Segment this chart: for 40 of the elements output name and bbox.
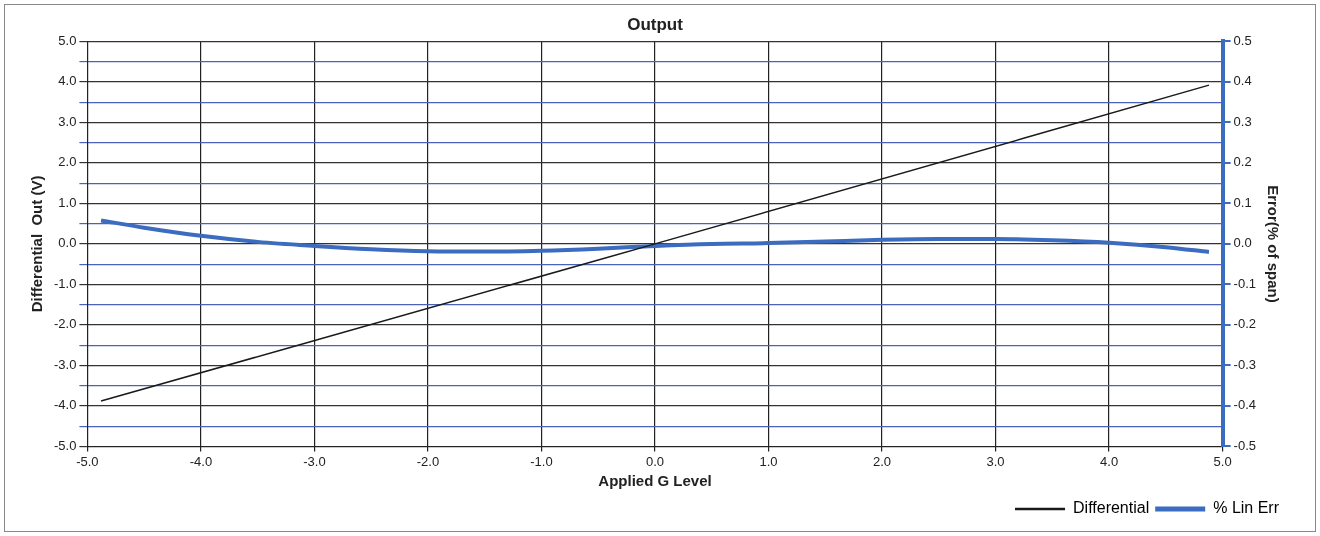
x-tick-label: 4.0 <box>1100 453 1119 469</box>
y2-axis-title: Error(% of span) <box>1264 185 1282 303</box>
y-tick-label: -2.0 <box>53 316 77 332</box>
legend-label: Differential <box>1073 499 1150 517</box>
y2-tick-label: -0.3 <box>1233 356 1257 372</box>
x-tick-label: 5.0 <box>1213 453 1232 469</box>
x-tick-label: -3.0 <box>303 453 326 469</box>
y-tick-label: 0.0 <box>58 235 77 251</box>
y2-tick-label: -0.5 <box>1233 437 1257 453</box>
x-tick-label: -5.0 <box>76 453 99 469</box>
y2-tick-label: -0.2 <box>1233 316 1257 332</box>
y2-tick-label: 0.0 <box>1233 235 1252 251</box>
y2-tick-label: -0.1 <box>1233 275 1257 291</box>
y-tick-label: -4.0 <box>53 397 77 413</box>
x-tick-label: -2.0 <box>416 453 440 469</box>
y2-tick-label: 0.3 <box>1233 113 1252 129</box>
x-tick-label: 1.0 <box>759 453 778 469</box>
y-tick-label: 5.0 <box>58 32 77 48</box>
y2-tick-label: 0.5 <box>1233 32 1252 48</box>
x-tick-label: 3.0 <box>986 453 1005 469</box>
y-tick-label: 3.0 <box>58 113 77 129</box>
chart-title: Output <box>627 14 684 34</box>
y-tick-label: -3.0 <box>53 356 77 372</box>
y-axis-title: Differential Out (V) <box>28 175 46 313</box>
y2-tick-label: 0.1 <box>1233 194 1252 210</box>
x-tick-label: -1.0 <box>530 453 553 469</box>
y-tick-label: 2.0 <box>58 154 77 170</box>
y-tick-label: -5.0 <box>53 437 77 453</box>
y-tick-label: -1.0 <box>53 275 77 291</box>
x-tick-label: 2.0 <box>873 453 892 469</box>
x-tick-label: 0.0 <box>645 453 665 469</box>
x-axis-title: Applied G Level <box>598 472 712 490</box>
x-tick-label: -4.0 <box>189 453 213 469</box>
y-tick-label: 4.0 <box>58 73 77 89</box>
legend-label: % Lin Err <box>1213 499 1280 517</box>
y2-tick-label: 0.2 <box>1233 154 1252 170</box>
y-tick-label: 1.0 <box>58 194 77 210</box>
line-series <box>99 218 1211 254</box>
y2-tick-label: 0.4 <box>1233 73 1252 89</box>
y2-tick-label: -0.4 <box>1233 397 1257 413</box>
